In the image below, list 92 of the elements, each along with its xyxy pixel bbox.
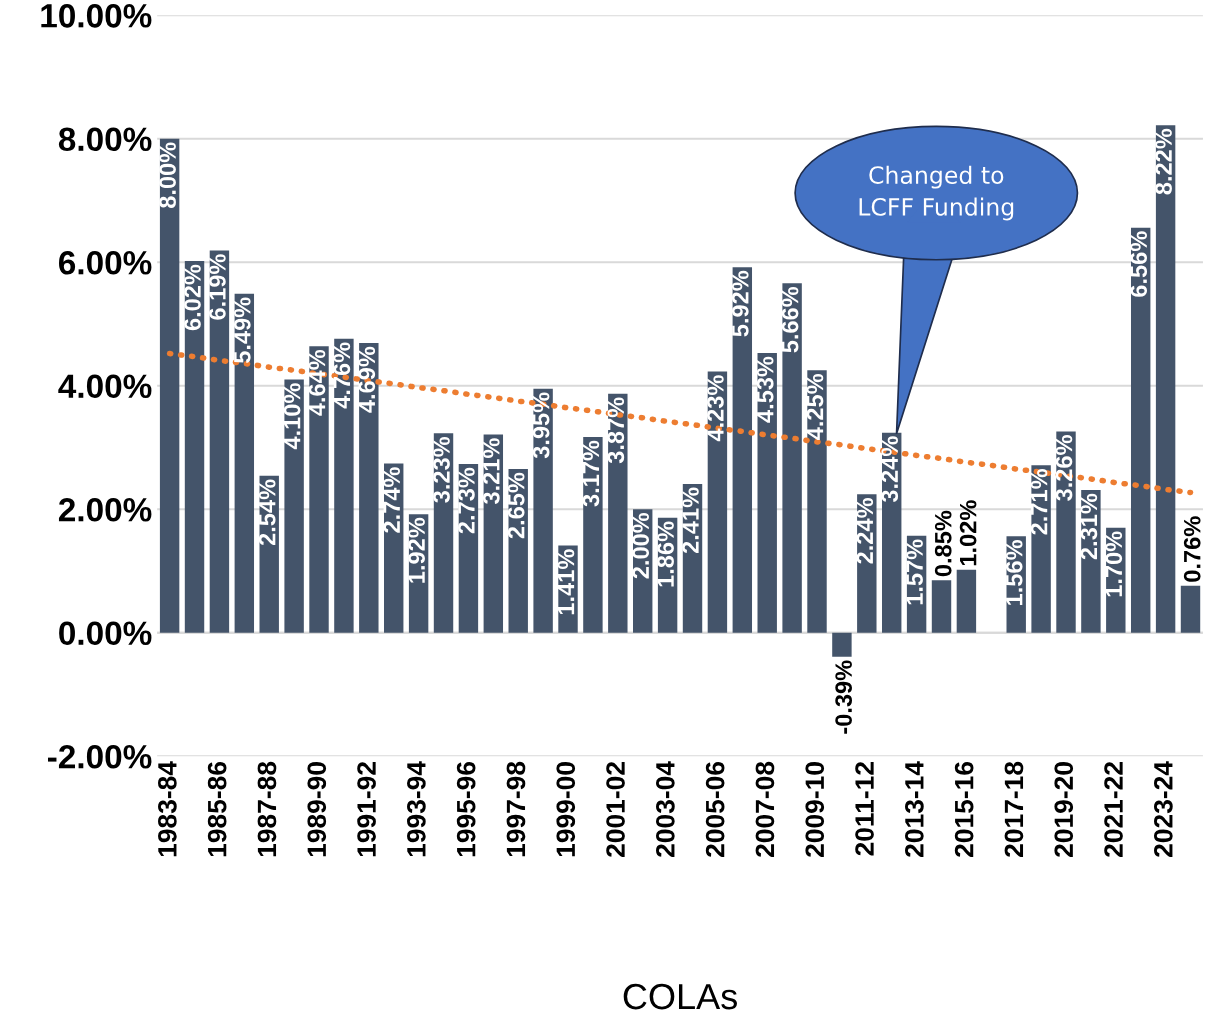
data-label: 2.73%	[458, 467, 475, 534]
x-tick-label: 1983-84	[158, 761, 177, 857]
bar	[732, 267, 753, 633]
data-label: 4.76%	[333, 342, 351, 409]
y-tick-label: 4.00%	[58, 374, 152, 399]
data-label: 1.57%	[906, 539, 923, 605]
bar	[832, 632, 852, 657]
bar	[159, 138, 180, 633]
data-label: 5.66%	[781, 286, 799, 353]
x-tick-label: 1995-96	[456, 761, 476, 857]
x-axis-title: COLAs	[623, 983, 737, 1010]
bar	[334, 338, 354, 633]
x-tick-label: 1985-86	[207, 761, 227, 857]
x-tick-label: 2001-02	[606, 762, 625, 857]
data-label: 2.00%	[632, 512, 650, 579]
bar	[284, 379, 304, 633]
data-label: 1.41%	[557, 549, 575, 615]
data-label: 1.92%	[408, 517, 425, 583]
data-label: 3.24%	[881, 436, 899, 503]
data-label: 3.95%	[532, 392, 550, 459]
x-tick-label: 1989-90	[307, 762, 327, 857]
data-label: 6.56%	[1130, 231, 1148, 297]
data-label: 1.02%	[959, 500, 977, 566]
y-tick-label: 8.00%	[58, 127, 152, 152]
x-tick-label: 2015-16	[954, 761, 974, 857]
bar	[1031, 465, 1051, 633]
x-tick-label: 1999-00	[556, 762, 576, 857]
bar	[533, 388, 553, 633]
data-label: 3.23%	[433, 436, 450, 503]
y-tick-label: 2.00%	[58, 497, 152, 522]
y-tick-label: 6.00%	[59, 251, 152, 275]
x-tick-label: 2023-24	[1154, 761, 1173, 857]
data-label: 4.25%	[806, 373, 824, 440]
bar	[782, 283, 802, 633]
data-label: 3.17%	[582, 440, 600, 507]
data-label: 2.41%	[682, 487, 699, 554]
x-tick-label: 1993-94	[407, 761, 426, 857]
data-label: 3.21%	[482, 438, 500, 504]
x-tick-label: 2009-10	[805, 762, 825, 857]
data-label: 1.70%	[1105, 531, 1123, 597]
bar	[359, 343, 379, 633]
bar	[209, 250, 230, 633]
bar	[309, 346, 329, 633]
data-label: 5.92%	[731, 270, 749, 337]
data-label: 2.71%	[1030, 469, 1048, 535]
data-label: 2.74%	[383, 467, 401, 533]
x-tick-label: 2013-14	[905, 761, 924, 857]
data-label: 6.02%	[184, 264, 201, 331]
data-label: 3.26%	[1055, 435, 1073, 501]
data-label: 2.31%	[1080, 493, 1098, 560]
x-tick-label: 2019-20	[1054, 762, 1074, 857]
data-label: 1.86%	[657, 521, 674, 587]
annotation: Changed to LCFF Funding	[859, 165, 1014, 221]
bar	[807, 370, 827, 633]
x-tick-label: 2017-18	[1004, 761, 1024, 857]
data-label: 8.22%	[1155, 128, 1172, 195]
data-label: 2.65%	[507, 472, 525, 539]
bar	[1056, 431, 1076, 633]
x-tick-label: 2007-08	[755, 761, 775, 857]
data-label: 5.49%	[233, 297, 251, 363]
x-tick-label: 1997-98	[506, 761, 526, 857]
x-tick-label: 2005-06	[705, 761, 725, 857]
bar	[931, 580, 952, 633]
data-label: 1.56%	[1005, 540, 1023, 605]
bar	[956, 569, 977, 633]
bar	[583, 436, 603, 633]
data-label: 0.76%	[1183, 516, 1201, 582]
bar	[1131, 227, 1151, 633]
x-tick-label: 2003-04	[656, 761, 675, 857]
x-tick-label: 2011-12	[855, 762, 874, 856]
bar	[184, 260, 205, 633]
data-label: 6.19%	[209, 254, 226, 320]
y-tick-label: 10.00%	[41, 4, 152, 28]
data-label: 0.85%	[934, 510, 952, 577]
data-label: -0.39%	[835, 660, 853, 734]
x-tick-label: 2021-22	[1104, 762, 1123, 857]
data-label: 2.24%	[856, 498, 874, 564]
y-tick-label: -2.00%	[48, 744, 152, 769]
data-label: 4.69%	[358, 346, 376, 413]
data-label: 4.23%	[707, 375, 724, 442]
x-tick-label: 1991-92	[357, 762, 376, 857]
data-label: 4.53%	[756, 356, 774, 423]
x-tick-label: 1987-88	[257, 761, 277, 857]
bar	[1155, 125, 1176, 633]
bar	[608, 393, 628, 633]
y-tick-label: 0.00%	[59, 621, 152, 646]
data-label: 2.54%	[258, 479, 276, 546]
bar	[1180, 585, 1201, 633]
bar	[234, 293, 255, 633]
data-label: 4.10%	[283, 383, 301, 450]
data-label: 3.87%	[607, 397, 625, 464]
data-label: 4.64%	[308, 349, 326, 416]
